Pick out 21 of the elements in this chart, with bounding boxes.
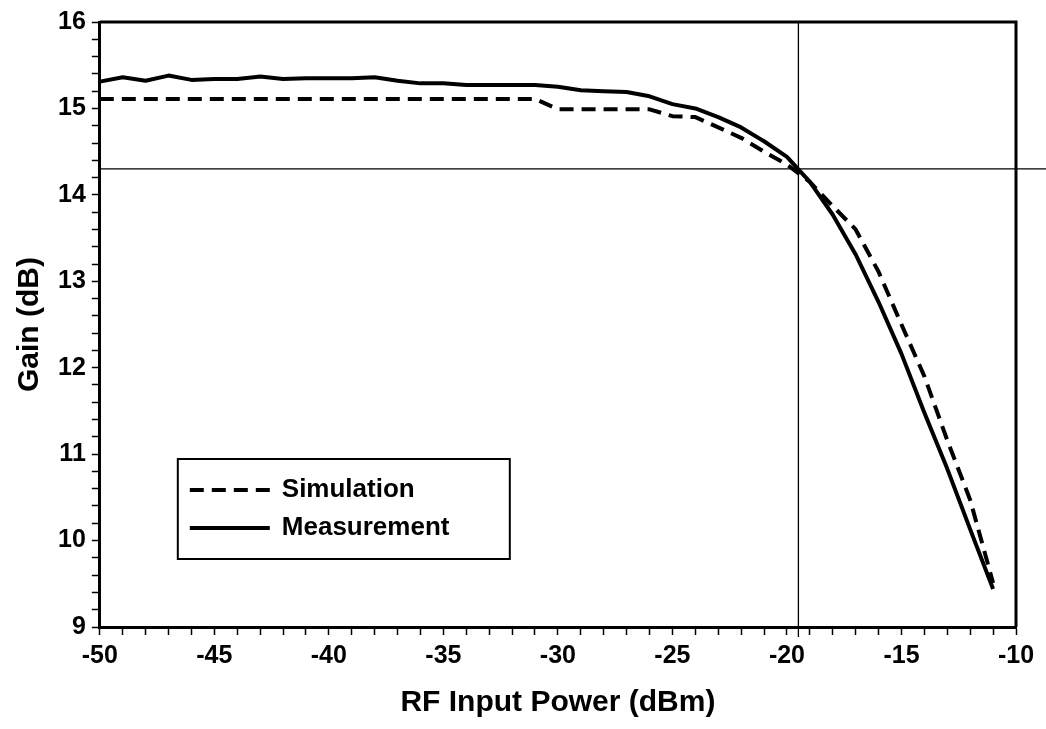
y-tick-label: 15: [58, 92, 86, 121]
legend-label: Measurement: [281, 511, 450, 542]
y-tick-label: 12: [58, 351, 86, 380]
x-tick-label: -45: [196, 639, 233, 668]
y-tick-label: 9: [71, 610, 86, 639]
y-tick-label: 13: [58, 265, 86, 294]
x-axis-title: RF Input Power (dBm): [400, 684, 716, 718]
x-tick-label: -15: [883, 639, 920, 668]
x-tick-label: -40: [310, 639, 347, 668]
y-tick-label: 10: [58, 524, 86, 553]
legend-label: Simulation: [281, 473, 415, 504]
x-tick-label: -20: [768, 639, 806, 668]
x-tick-label: -35: [425, 639, 462, 668]
x-tick-label: -50: [81, 639, 118, 668]
y-tick-label: 11: [59, 438, 86, 467]
y-axis-title: Gain (dB): [11, 257, 45, 392]
x-tick-label: -30: [539, 639, 576, 668]
x-tick-label: -25: [654, 639, 691, 668]
x-tick-label: -10: [997, 639, 1035, 668]
y-tick-label: 14: [58, 178, 86, 207]
y-tick-label: 16: [58, 5, 86, 34]
